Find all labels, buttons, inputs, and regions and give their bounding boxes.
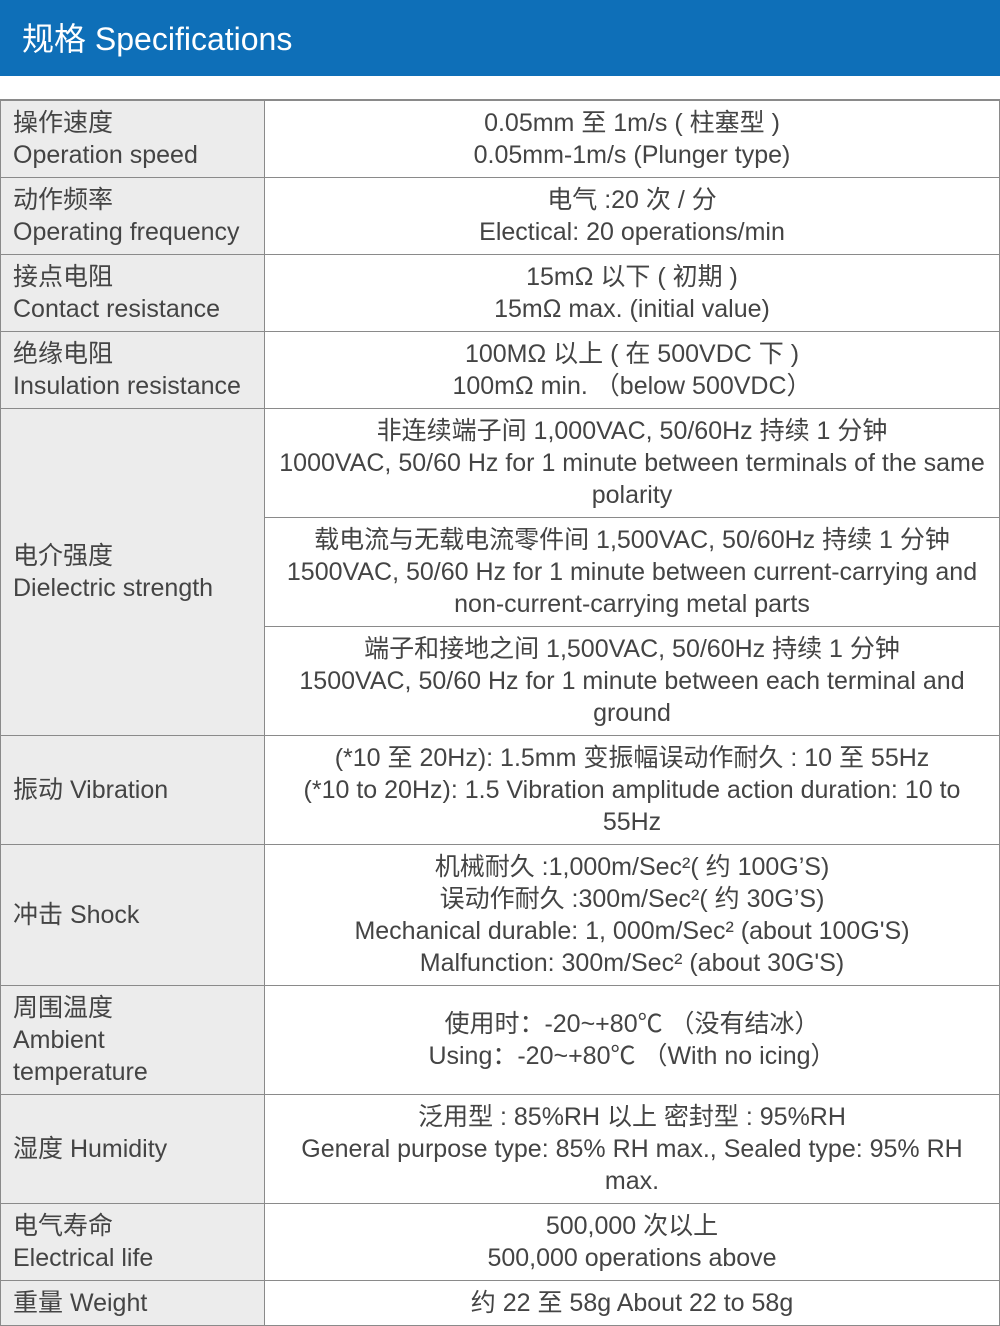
spec-value-line: 15mΩ max. (initial value) — [275, 293, 989, 325]
spec-label-text: 振动 Vibration — [13, 774, 254, 806]
spec-value-line: 误动作耐久 :300m/Sec²( 约 30G’S) — [275, 883, 989, 915]
spec-value-line: 100mΩ min. （below 500VDC） — [275, 370, 989, 402]
spec-label: 周围温度Ambienttemperature — [1, 986, 265, 1095]
table-row: 操作速度Operation speed0.05mm 至 1m/s ( 柱塞型 )… — [1, 101, 1000, 178]
table-row: 冲击 Shock 机械耐久 :1,000m/Sec²( 约 100G’S)误动作耐… — [1, 845, 1000, 986]
table-row: 接点电阻Contact resistance15mΩ 以下 ( 初期 )15mΩ… — [1, 255, 1000, 332]
spec-label-en: Operation speed — [13, 139, 254, 171]
spec-label-text: 重量 Weight — [13, 1287, 254, 1319]
spec-value-line: 15mΩ 以下 ( 初期 ) — [275, 261, 989, 293]
spec-value-line: Using：-20~+80℃ （With no icing） — [275, 1040, 989, 1072]
spec-value: 500,000 次以上500,000 operations above — [265, 1204, 1000, 1281]
spec-value-line: 泛用型 : 85%RH 以上 密封型 : 95%RH — [275, 1101, 989, 1133]
section-title: 规格 Specifications — [22, 21, 292, 57]
spec-label: 操作速度Operation speed — [1, 101, 265, 178]
spec-label-en: Insulation resistance — [13, 370, 254, 402]
spec-value: 电气 :20 次 / 分Electical: 20 operations/min — [265, 178, 1000, 255]
spec-value: 泛用型 : 85%RH 以上 密封型 : 95%RHGeneral purpos… — [265, 1095, 1000, 1204]
spec-value-line: 非连续端子间 1,000VAC, 50/60Hz 持续 1 分钟 — [275, 415, 989, 447]
spec-value-line: 约 22 至 58g About 22 to 58g — [275, 1287, 989, 1319]
table-row: 电气寿命Electrical life500,000 次以上500,000 op… — [1, 1204, 1000, 1281]
spec-value: 机械耐久 :1,000m/Sec²( 约 100G’S)误动作耐久 :300m/… — [265, 845, 1000, 986]
spec-value-line: 0.05mm 至 1m/s ( 柱塞型 ) — [275, 107, 989, 139]
spec-label-zh: 周围温度 — [13, 992, 254, 1024]
spec-label: 振动 Vibration — [1, 736, 265, 845]
spec-value-line: 载电流与无载电流零件间 1,500VAC, 50/60Hz 持续 1 分钟 — [275, 524, 989, 556]
spec-value: 15mΩ 以下 ( 初期 )15mΩ max. (initial value) — [265, 255, 1000, 332]
spec-label-en: Contact resistance — [13, 293, 254, 325]
spec-label: 电介强度Dielectric strength — [1, 409, 265, 736]
table-row: 周围温度Ambienttemperature使用时：-20~+80℃ （没有结冰… — [1, 986, 1000, 1095]
spec-label-zh: 电介强度 — [13, 540, 254, 572]
spec-value-line: (*10 至 20Hz): 1.5mm 变振幅误动作耐久 : 10 至 55Hz — [275, 742, 989, 774]
spec-value-line: Electical: 20 operations/min — [275, 216, 989, 248]
spec-value: 使用时：-20~+80℃ （没有结冰）Using：-20~+80℃ （With … — [265, 986, 1000, 1095]
spec-label: 绝缘电阻Insulation resistance — [1, 332, 265, 409]
spec-label-text: 冲击 Shock — [13, 899, 254, 931]
spec-label: 动作频率Operating frequency — [1, 178, 265, 255]
spec-value-line: 机械耐久 :1,000m/Sec²( 约 100G’S) — [275, 851, 989, 883]
header-gap — [0, 76, 1000, 100]
spec-value-line: Mechanical durable: 1, 000m/Sec² (about … — [275, 915, 989, 947]
spec-value-line: 使用时：-20~+80℃ （没有结冰） — [275, 1008, 989, 1040]
spec-label-en: Operating frequency — [13, 216, 254, 248]
table-row: 动作频率Operating frequency电气 :20 次 / 分Elect… — [1, 178, 1000, 255]
spec-label-zh: 电气寿命 — [13, 1210, 254, 1242]
spec-label-zh: 绝缘电阻 — [13, 338, 254, 370]
table-row: 振动 Vibration (*10 至 20Hz): 1.5mm 变振幅误动作耐久… — [1, 736, 1000, 845]
spec-value-line: 电气 :20 次 / 分 — [275, 184, 989, 216]
spec-label-text: 湿度 Humidity — [13, 1133, 254, 1165]
spec-value-line: 1500VAC, 50/60 Hz for 1 minute between e… — [275, 665, 989, 729]
spec-label-en: temperature — [13, 1056, 254, 1088]
spec-label-zh: 操作速度 — [13, 107, 254, 139]
spec-value-line: 100MΩ 以上 ( 在 500VDC 下 ) — [275, 338, 989, 370]
spec-label: 重量 Weight — [1, 1281, 265, 1326]
spec-value-line: 1500VAC, 50/60 Hz for 1 minute between c… — [275, 556, 989, 620]
table-row: 湿度 Humidity 泛用型 : 85%RH 以上 密封型 : 95%RHGen… — [1, 1095, 1000, 1204]
table-row: 重量 Weight 约 22 至 58g About 22 to 58g — [1, 1281, 1000, 1326]
spec-label: 冲击 Shock — [1, 845, 265, 986]
spec-value-line: 端子和接地之间 1,500VAC, 50/60Hz 持续 1 分钟 — [275, 633, 989, 665]
spec-value: 0.05mm 至 1m/s ( 柱塞型 )0.05mm-1m/s (Plunge… — [265, 101, 1000, 178]
spec-value: (*10 至 20Hz): 1.5mm 变振幅误动作耐久 : 10 至 55Hz… — [265, 736, 1000, 845]
spec-label-en: Ambient — [13, 1024, 254, 1056]
spec-label: 湿度 Humidity — [1, 1095, 265, 1204]
spec-label-en: Dielectric strength — [13, 572, 254, 604]
section-header: 规格 Specifications — [0, 0, 1000, 76]
spec-label: 电气寿命Electrical life — [1, 1204, 265, 1281]
spec-value: 非连续端子间 1,000VAC, 50/60Hz 持续 1 分钟1000VAC,… — [265, 409, 1000, 518]
spec-value-line: 0.05mm-1m/s (Plunger type) — [275, 139, 989, 171]
spec-value-line: 500,000 次以上 — [275, 1210, 989, 1242]
spec-label-zh: 接点电阻 — [13, 261, 254, 293]
spec-value-line: General purpose type: 85% RH max., Seale… — [275, 1133, 989, 1197]
spec-value-line: 500,000 operations above — [275, 1242, 989, 1274]
spec-value: 100MΩ 以上 ( 在 500VDC 下 )100mΩ min. （below… — [265, 332, 1000, 409]
spec-value: 载电流与无载电流零件间 1,500VAC, 50/60Hz 持续 1 分钟150… — [265, 518, 1000, 627]
specifications-table: 操作速度Operation speed0.05mm 至 1m/s ( 柱塞型 )… — [0, 100, 1000, 1326]
spec-value-line: 1000VAC, 50/60 Hz for 1 minute between t… — [275, 447, 989, 511]
spec-label-zh: 动作频率 — [13, 184, 254, 216]
table-row: 绝缘电阻Insulation resistance100MΩ 以上 ( 在 50… — [1, 332, 1000, 409]
spec-label-en: Electrical life — [13, 1242, 254, 1274]
table-row: 电介强度Dielectric strength非连续端子间 1,000VAC, … — [1, 409, 1000, 518]
spec-value: 端子和接地之间 1,500VAC, 50/60Hz 持续 1 分钟1500VAC… — [265, 627, 1000, 736]
spec-value-line: (*10 to 20Hz): 1.5 Vibration amplitude a… — [275, 774, 989, 838]
spec-label: 接点电阻Contact resistance — [1, 255, 265, 332]
spec-value-line: Malfunction: 300m/Sec² (about 30G'S) — [275, 947, 989, 979]
spec-value: 约 22 至 58g About 22 to 58g — [265, 1281, 1000, 1326]
